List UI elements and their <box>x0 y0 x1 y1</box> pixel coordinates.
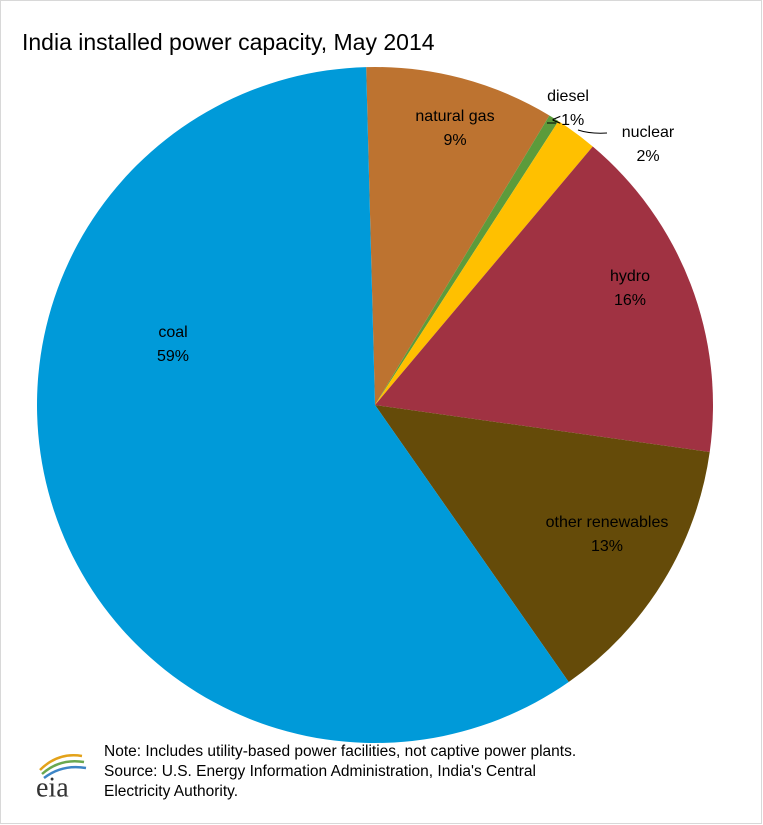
pie-slice <box>375 121 593 405</box>
slice-label: diesel <box>547 88 589 105</box>
slice-label: nuclear <box>622 124 675 141</box>
value-label: 13% <box>591 538 623 555</box>
value-label: 9% <box>443 132 466 149</box>
pie-slice <box>375 115 559 405</box>
slice-label: other renewables <box>546 514 669 531</box>
value-label: <1% <box>552 112 584 129</box>
value-label: 59% <box>157 348 189 365</box>
pie-slice <box>366 67 550 405</box>
chart-title: India installed power capacity, May 2014 <box>22 29 435 55</box>
slice-label: hydro <box>610 268 650 285</box>
logo: eia <box>36 754 87 803</box>
value-label: 16% <box>614 292 646 309</box>
slice-label: coal <box>158 324 187 341</box>
footnote: Source: U.S. Energy Information Administ… <box>104 763 536 780</box>
footnote: Note: Includes utility-based power facil… <box>104 743 576 760</box>
pie-slice <box>375 146 713 453</box>
leader-line <box>577 129 608 134</box>
value-label: 2% <box>636 148 659 165</box>
logo-text: eia <box>36 772 69 803</box>
pie-slice <box>36 67 569 743</box>
pie-slice <box>375 405 710 682</box>
slice-label: natural gas <box>415 108 494 125</box>
footnote: Electricity Authority. <box>104 783 238 800</box>
